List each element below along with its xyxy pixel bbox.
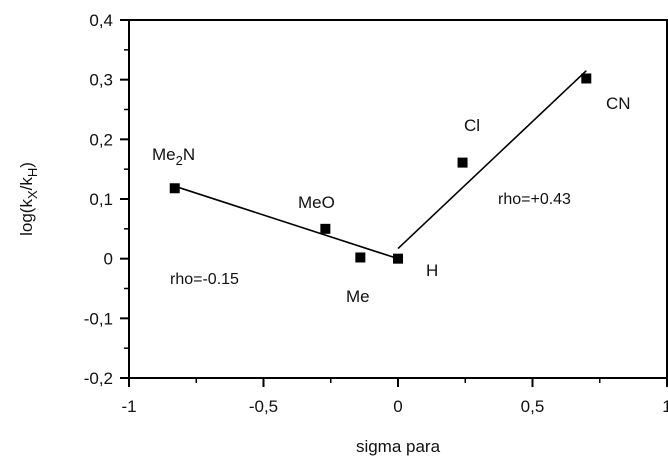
x-tick-label: 1 <box>662 397 668 416</box>
y-tick-label: 0,3 <box>89 71 113 90</box>
x-tick-label: -1 <box>121 397 136 416</box>
point-label-me: Me <box>346 287 370 306</box>
data-point-cn <box>581 73 592 84</box>
y-axis-ticks: -0,2 -0,1 0 0,1 0,2 0,3 0,4 <box>84 11 129 388</box>
x-axis-ticks: -1 -0,5 0 0,5 1 <box>121 378 668 416</box>
data-point-me <box>355 252 366 263</box>
y-axis-title: log(kX/kH) <box>17 162 40 236</box>
fit-line-left <box>177 186 399 260</box>
point-label-cn: CN <box>606 94 631 113</box>
data-point-h <box>393 253 403 264</box>
x-tick-label: -0,5 <box>249 397 278 416</box>
point-label-meo: MeO <box>298 193 335 212</box>
y-tick-label: 0,1 <box>89 190 113 209</box>
y-tick-label: -0,1 <box>84 309 113 328</box>
x-tick-label: 0,5 <box>521 397 545 416</box>
y-tick-label: 0,4 <box>89 11 113 30</box>
x-axis-title: sigma para <box>356 437 441 456</box>
fit-annotation-right: rho=+0.43 <box>498 191 571 208</box>
data-point-me2n <box>169 183 180 194</box>
point-label-h: H <box>426 261 438 280</box>
y-tick-label: -0,2 <box>84 369 113 388</box>
fit-line-right <box>397 70 587 250</box>
y-tick-label: 0,2 <box>89 130 113 149</box>
point-label-cl: Cl <box>464 116 480 135</box>
y-tick-label: 0 <box>104 250 113 269</box>
data-points <box>169 73 592 264</box>
point-label-me2n: Me2N <box>152 145 195 168</box>
data-point-cl <box>457 157 468 168</box>
data-point-meo <box>320 223 331 234</box>
fit-lines <box>177 70 587 260</box>
x-tick-label: 0 <box>393 397 402 416</box>
fit-annotation-left: rho=-0.15 <box>170 271 239 288</box>
